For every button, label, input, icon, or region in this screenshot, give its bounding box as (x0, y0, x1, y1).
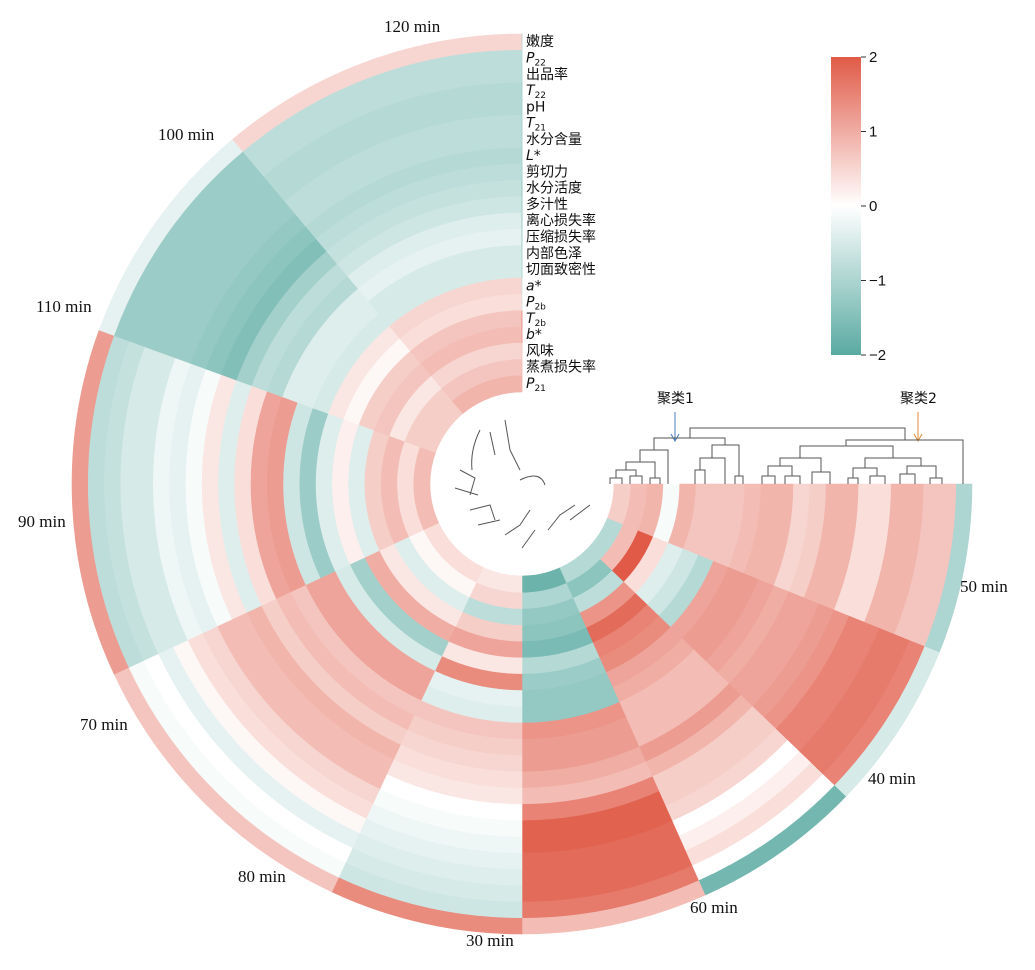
row-label: 多汁性 (526, 196, 568, 213)
row-label: 水分含量 (526, 132, 582, 148)
row-labels: 嫩度P22出品率T22pHT21水分含量L*剪切力水分活度多汁性离心损失率压缩损… (526, 34, 596, 394)
segment-label: 30 min (466, 931, 514, 950)
segment-label: 110 min (36, 297, 92, 316)
colorbar-tick-label: 1 (869, 124, 877, 141)
row-label: T22 (526, 83, 546, 101)
segment-label: 40 min (868, 769, 916, 788)
row-label: P2b (526, 295, 546, 313)
row-label: 嫩度 (526, 34, 554, 50)
row-label: T21 (526, 116, 546, 134)
segment-label: 80 min (238, 867, 286, 886)
segment-labels: 50 min 40 min 60 min 30 min 80 min 70 min 90 m… (18, 17, 1008, 950)
segment-label: 100 min (158, 125, 215, 144)
colorbar-tick-label: 0 (869, 198, 877, 215)
cluster-1-label: 聚类1 (657, 391, 694, 407)
heatmap-cells (71, 33, 973, 935)
row-label: 剪切力 (526, 164, 568, 180)
row-label: a* (526, 278, 542, 294)
colorbar-tick-label: −1 (869, 273, 886, 290)
row-label: b* (526, 327, 542, 343)
row-label: L* (526, 148, 541, 164)
row-label: T2b (526, 311, 546, 329)
row-label: 出品率 (526, 66, 568, 83)
colorbar-ticks: 2 1 0 −1 −2 (861, 49, 886, 364)
row-label: 水分活度 (526, 181, 582, 197)
segment-label: 60 min (690, 898, 738, 917)
row-label: 蒸煮损失率 (526, 359, 596, 376)
cluster-2-label: 聚类2 (900, 391, 937, 407)
colorbar-tick-label: 2 (869, 49, 877, 66)
row-label: 风味 (526, 343, 554, 359)
row-label: pH (526, 99, 545, 115)
cluster-annotations: 聚类1 聚类2 (657, 391, 937, 443)
cluster-2-arrowhead (913, 433, 923, 443)
row-label: 压缩损失率 (526, 228, 596, 245)
colorbar-gradient (831, 57, 861, 355)
row-label: 离心损失率 (526, 212, 596, 229)
segment-label: 120 min (384, 17, 441, 36)
center-dendrogram (454, 419, 591, 549)
segment-label: 70 min (80, 715, 128, 734)
colorbar: 2 1 0 −1 −2 (831, 49, 886, 364)
row-label: P21 (526, 376, 546, 394)
column-dendrogram (609, 427, 964, 484)
segment-label: 50 min (960, 577, 1008, 596)
segment-label: 90 min (18, 512, 66, 531)
colorbar-tick-label: −2 (869, 347, 886, 364)
row-label: 内部色泽 (526, 245, 582, 262)
row-label: P22 (526, 50, 546, 68)
cluster-1-arrowhead (670, 433, 680, 443)
row-label: 切面致密性 (526, 261, 596, 278)
